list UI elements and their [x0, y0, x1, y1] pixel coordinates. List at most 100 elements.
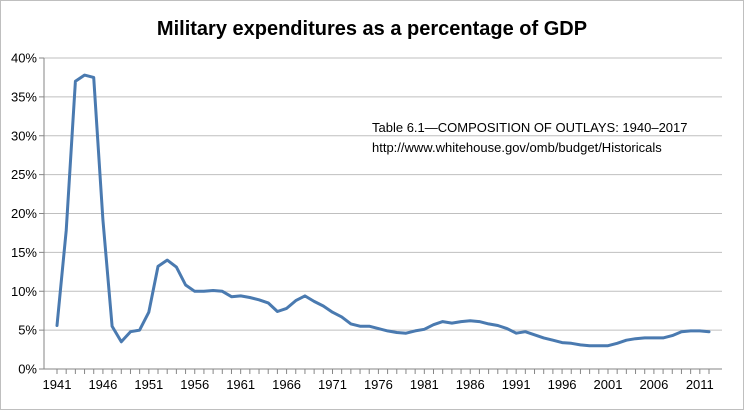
data-point [560, 341, 564, 344]
x-tick-label: 1961 [226, 377, 255, 392]
data-point [634, 337, 637, 340]
data-point [83, 73, 86, 77]
data-point [496, 324, 499, 327]
x-tick-label: 1941 [43, 377, 72, 392]
annotation-source-url: http://www.whitehouse.gov/omb/budget/His… [372, 140, 662, 155]
data-point [469, 319, 472, 322]
x-tick-label: 1951 [134, 377, 163, 392]
x-tick-label: 2011 [686, 377, 714, 392]
x-tick-label: 1946 [88, 377, 117, 392]
data-point [211, 289, 215, 292]
data-point [606, 344, 610, 347]
data-point [358, 325, 362, 328]
data-point [698, 329, 701, 333]
data-point [349, 322, 353, 326]
data-point [74, 80, 77, 83]
data-point [377, 327, 380, 330]
data-point [368, 325, 371, 328]
data-point [579, 343, 582, 347]
data-point [248, 296, 251, 299]
data-point [423, 328, 426, 331]
data-point [680, 330, 683, 333]
y-tick-label: 30% [11, 128, 37, 143]
data-point [312, 300, 316, 303]
y-tick-label: 40% [11, 51, 37, 66]
data-point [625, 339, 628, 342]
y-tick-label: 35% [11, 89, 37, 104]
data-point [386, 329, 389, 333]
data-point [257, 298, 261, 301]
data-point [92, 76, 95, 79]
data-point [459, 320, 463, 323]
y-tick-label: 5% [18, 323, 37, 338]
data-point [404, 332, 408, 335]
chart-title: Military expenditures as a percentage of… [157, 18, 587, 40]
data-point [570, 342, 573, 345]
data-point [303, 294, 307, 298]
x-tick-label: 1966 [272, 377, 301, 392]
data-point [597, 344, 600, 347]
data-point [671, 334, 674, 337]
data-point [202, 290, 206, 293]
data-point [294, 299, 297, 302]
x-tick-label: 1986 [456, 377, 485, 392]
data-point [533, 333, 536, 336]
data-point [588, 344, 591, 347]
data-point [661, 336, 665, 340]
data-point [441, 320, 444, 323]
data-point [616, 342, 619, 345]
data-point [239, 294, 242, 298]
data-point [221, 290, 224, 293]
x-tick-label: 1981 [410, 377, 439, 392]
x-tick-label: 1991 [502, 377, 531, 392]
data-point [267, 301, 270, 305]
data-point [643, 336, 646, 340]
x-tick-labels: 1941 1946 1951 1956 1961 1966 1971 1976 1981 1986… [43, 377, 714, 392]
data-point [487, 322, 490, 326]
data-point [156, 265, 160, 268]
x-tick-label: 1956 [180, 377, 209, 392]
data-point [395, 331, 398, 334]
axes [39, 57, 722, 374]
data-point [542, 336, 545, 340]
data-point [551, 339, 555, 342]
y-tick-labels: 0% 5% 10% 15% 20% 25% 30% 35% 40% [11, 51, 37, 377]
data-point [505, 327, 509, 330]
y-tick-label: 25% [11, 167, 37, 182]
y-tick-label: 0% [18, 362, 37, 377]
data-point [55, 324, 59, 327]
x-tick-label: 2001 [594, 377, 623, 392]
data-point [478, 320, 481, 323]
data-point [652, 336, 656, 340]
series-layer [55, 73, 711, 348]
data-point [230, 295, 233, 298]
data-point [707, 330, 711, 333]
series-line [55, 73, 711, 348]
data-point [138, 328, 141, 332]
data-point [340, 315, 343, 319]
data-point [193, 290, 196, 293]
data-point [110, 325, 114, 328]
data-point [432, 323, 435, 326]
x-tick-label: 1976 [364, 377, 393, 392]
data-point [689, 329, 692, 333]
data-point [515, 332, 518, 335]
data-point [276, 310, 279, 313]
data-point [524, 330, 527, 333]
data-point [413, 329, 417, 333]
x-tick-label: 1971 [318, 377, 347, 392]
y-tick-label: 15% [11, 245, 37, 260]
data-point [285, 307, 288, 310]
data-point [101, 218, 105, 221]
data-point [129, 330, 132, 333]
y-tick-label: 10% [11, 284, 37, 299]
annotation-source-table: Table 6.1—COMPOSITION OF OUTLAYS: 1940–2… [372, 120, 688, 135]
data-point [166, 258, 169, 262]
gridlines [44, 57, 722, 331]
data-point [120, 340, 123, 343]
x-tick-label: 2006 [639, 377, 668, 392]
data-point [450, 321, 454, 325]
y-tick-label: 20% [11, 206, 37, 221]
data-point [147, 311, 150, 314]
